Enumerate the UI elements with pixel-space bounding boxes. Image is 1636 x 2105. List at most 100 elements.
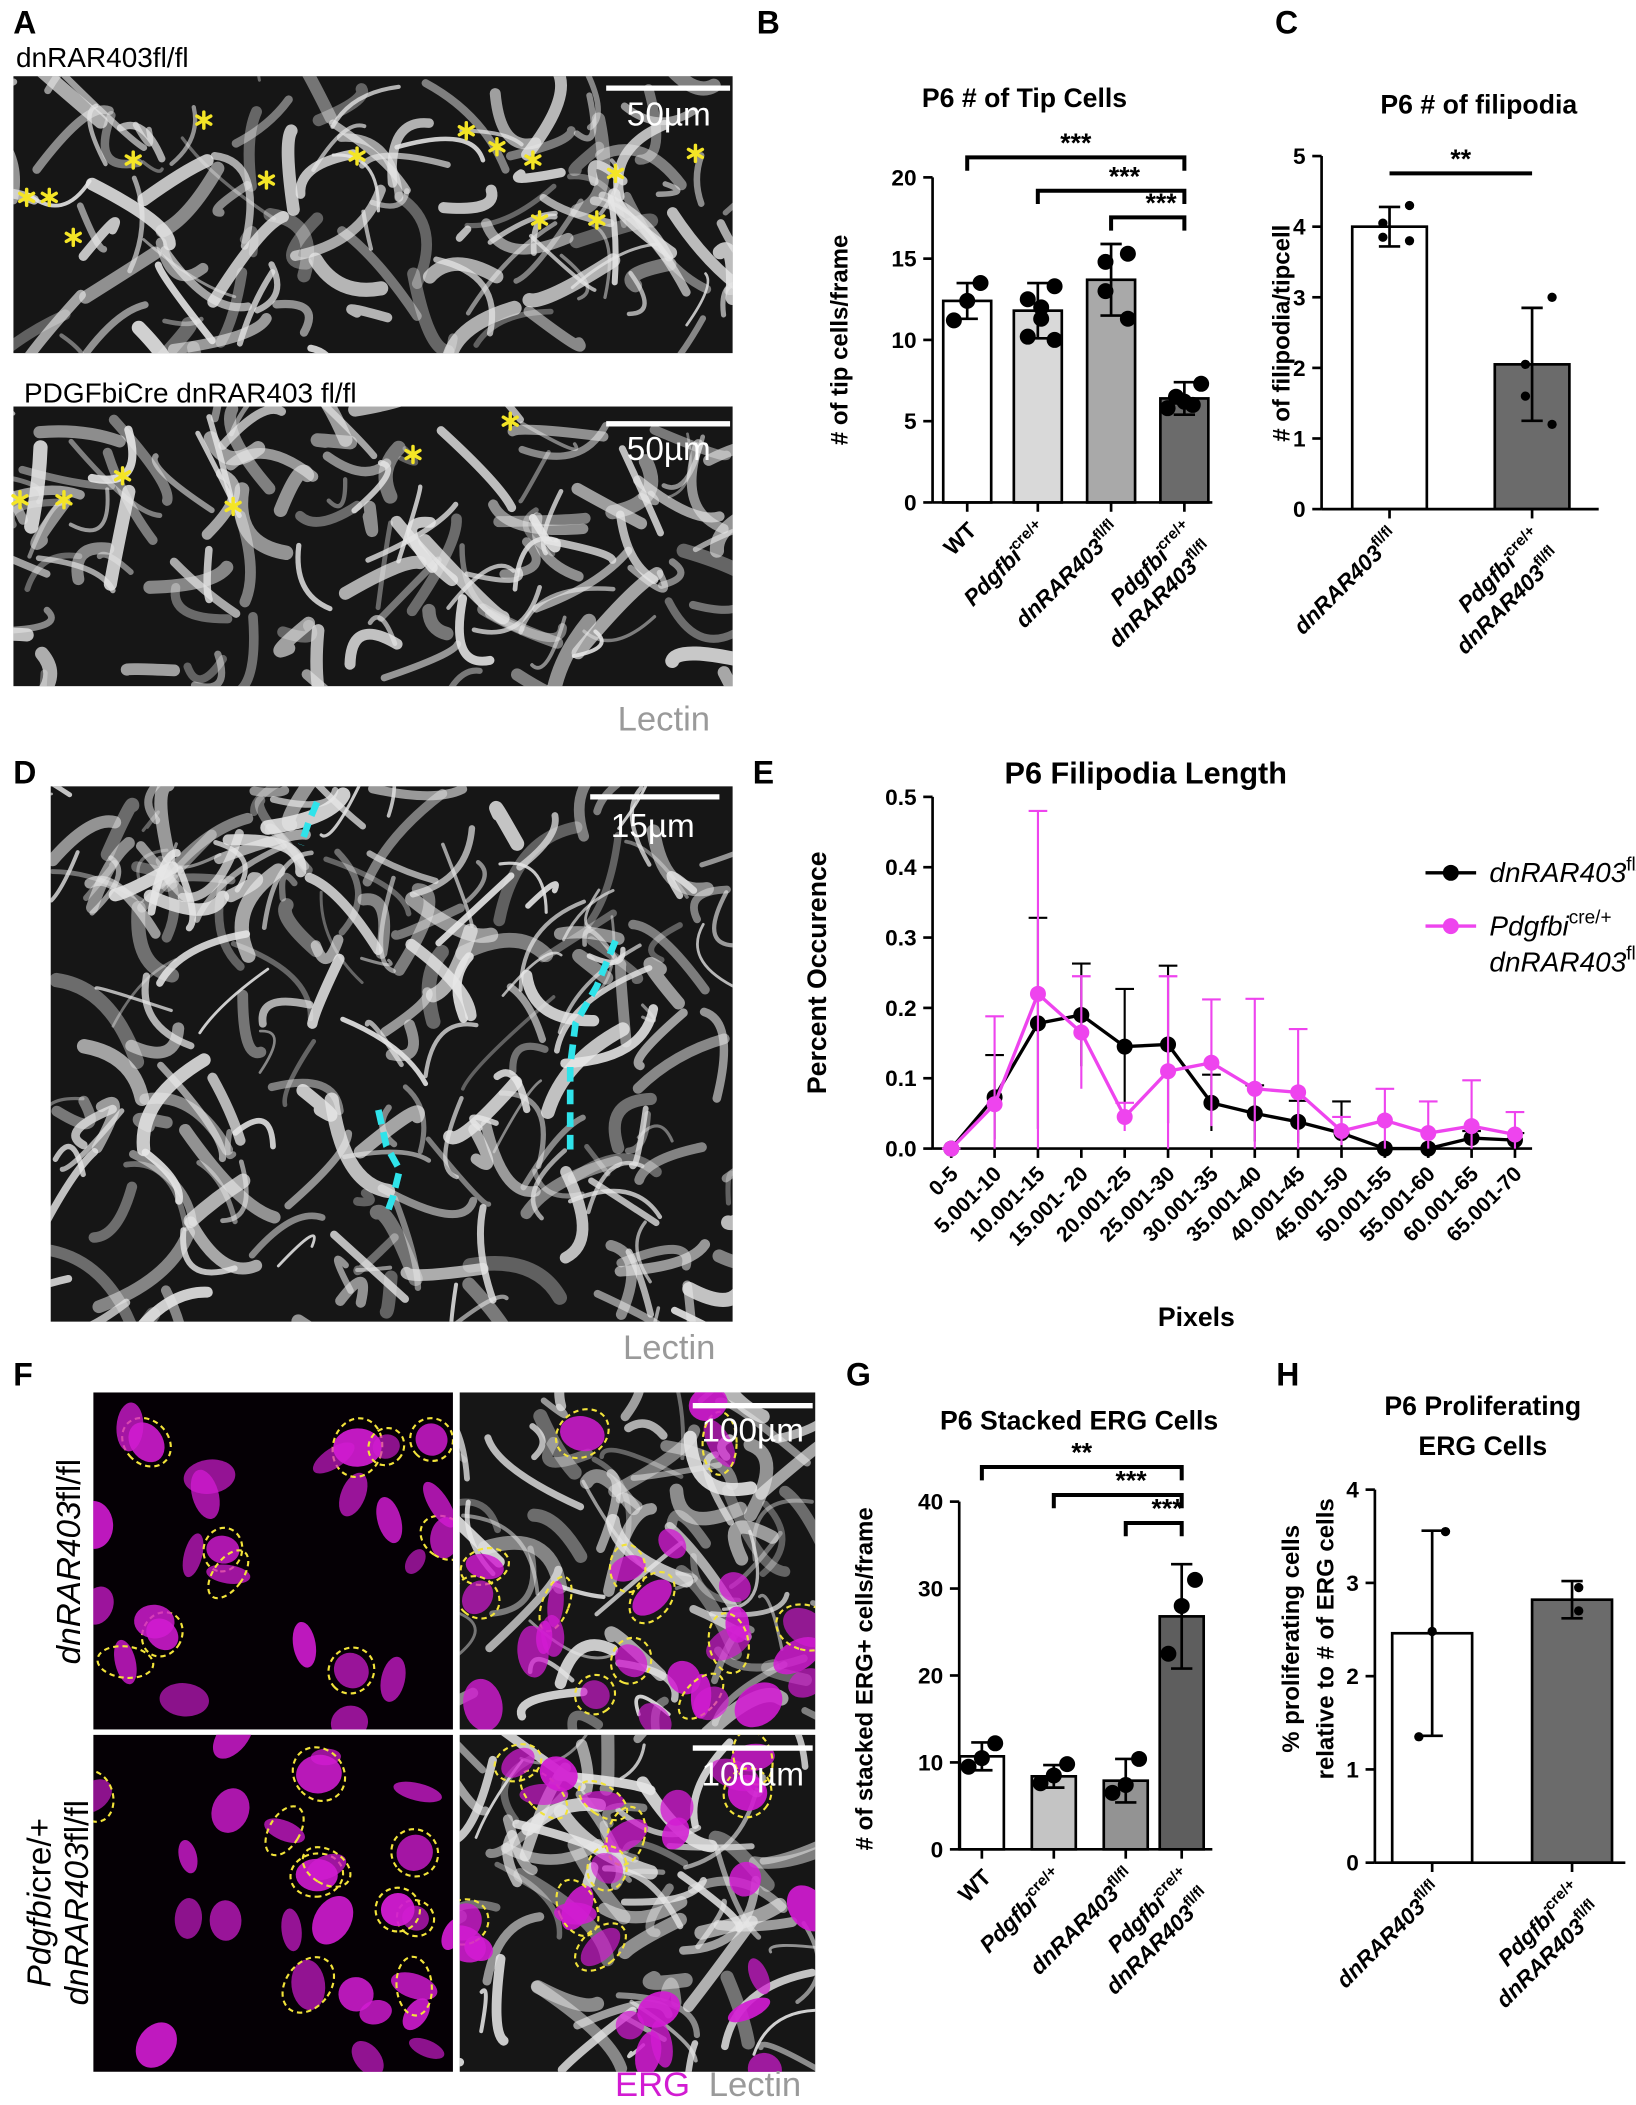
vessel <box>236 269 276 347</box>
vessel <box>290 184 386 261</box>
vessel <box>717 666 733 687</box>
panel-label: F <box>13 1357 33 1393</box>
vessel <box>713 1917 798 1932</box>
panel-label: A <box>13 4 36 40</box>
nucleus <box>591 1852 624 1884</box>
nucleus <box>786 1885 816 1932</box>
vessel <box>532 546 633 613</box>
vessel <box>50 972 145 1069</box>
vessel <box>634 84 662 165</box>
significance-bracket <box>1123 1520 1184 1537</box>
nucleus-outline <box>459 1575 501 1620</box>
vessel <box>405 891 499 943</box>
vessel <box>758 2041 816 2072</box>
vessel <box>143 889 230 916</box>
data-point <box>1547 419 1557 430</box>
vessel <box>584 888 601 929</box>
vessel <box>281 786 316 832</box>
nucleus <box>114 1639 137 1685</box>
text-part: cre/+ <box>22 1818 59 1893</box>
data-point <box>1378 232 1388 242</box>
nucleus <box>372 1434 400 1459</box>
vessel <box>477 603 564 649</box>
vessel <box>68 487 110 533</box>
asterisk-marker <box>64 227 82 248</box>
vessel <box>35 646 58 687</box>
vessel <box>512 1819 608 1855</box>
scale-label: 50µm <box>627 96 711 133</box>
data-point <box>973 1750 990 1767</box>
vessel <box>559 253 590 301</box>
vessel <box>801 1707 816 1720</box>
vessel <box>607 195 619 286</box>
vessel <box>353 1188 375 1207</box>
vessel <box>295 542 333 612</box>
vessel <box>224 406 276 495</box>
vessel <box>533 1409 582 1480</box>
text-part: Pdgfbi <box>1489 910 1569 941</box>
panel-label: B <box>757 4 780 40</box>
vessel <box>682 1281 733 1307</box>
vessel <box>516 812 559 871</box>
nucleus <box>638 1703 672 1730</box>
vessel <box>518 450 551 504</box>
y-tick-label: 15 <box>891 247 916 272</box>
vessel <box>387 118 434 188</box>
nucleus-outline <box>586 1845 628 1892</box>
vessel <box>507 424 609 442</box>
data-point <box>1506 1126 1523 1143</box>
bar <box>941 299 993 504</box>
vessel <box>423 1022 479 1079</box>
x-tick-label: Pdgfbicre/+dnRAR403fl/fl <box>1451 522 1558 658</box>
vessel <box>314 786 367 830</box>
vessel <box>421 79 510 174</box>
y-tick-label: 0.5 <box>885 785 916 810</box>
vessel <box>310 934 344 964</box>
legend-label: dnRAR403fl/fl <box>1489 944 1636 978</box>
nucleus <box>580 1927 621 1967</box>
vessel <box>319 786 361 838</box>
vessel <box>421 944 449 1029</box>
vessel <box>116 121 166 163</box>
nucleus-outline <box>493 1743 543 1783</box>
significance-label: *** <box>1116 1466 1148 1496</box>
text-part: dnRAR403 <box>1289 540 1388 639</box>
vessel <box>13 627 34 642</box>
data-point <box>1119 245 1136 262</box>
vessel <box>660 1440 739 1491</box>
nucleus <box>312 1442 355 1474</box>
bar <box>1350 225 1429 511</box>
vessel <box>493 512 591 528</box>
vessel <box>696 922 733 988</box>
vessel <box>759 1500 786 1578</box>
data-point <box>1097 253 1114 270</box>
vessel <box>666 207 733 290</box>
nucleus-outline <box>409 1417 453 1463</box>
vessel <box>449 1282 459 1322</box>
vessel <box>353 1105 425 1159</box>
nucleus <box>404 1549 426 1574</box>
vessel <box>39 669 48 687</box>
chart-title: P6 # of Tip Cells <box>922 83 1127 113</box>
stain-label: ERG <box>615 2066 690 2100</box>
vessel <box>436 426 517 513</box>
nucleus-outline <box>519 1769 569 1820</box>
significance-label: *** <box>1146 188 1178 218</box>
vessel <box>326 477 348 509</box>
vessel <box>257 76 261 82</box>
text-part: dnRAR403 <box>59 1842 96 2005</box>
data-point <box>1160 1063 1177 1080</box>
vessel <box>506 983 547 1043</box>
vessel <box>568 141 605 177</box>
vessel <box>167 312 272 354</box>
vessel <box>465 859 487 903</box>
nucleus <box>211 1788 250 1833</box>
vessel <box>491 1953 509 2046</box>
vessel <box>422 603 454 641</box>
vessel <box>459 1900 501 1912</box>
vessel <box>360 956 393 967</box>
vessel <box>522 253 621 308</box>
vessel <box>308 252 389 297</box>
vessel <box>344 628 403 670</box>
vessel <box>779 1485 816 1545</box>
